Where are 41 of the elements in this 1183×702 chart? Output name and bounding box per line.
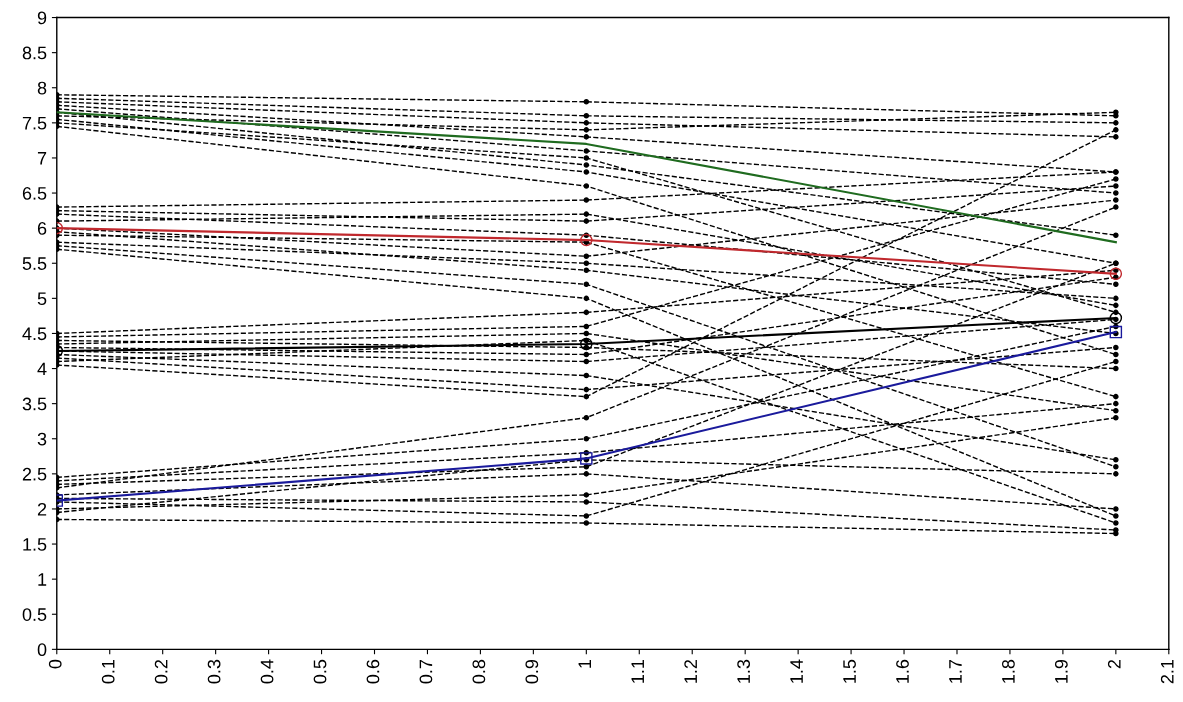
x-tick-label: 1.9	[1054, 659, 1068, 683]
y-tick-label: 8.5	[22, 46, 47, 60]
x-tick-label: 0.3	[207, 659, 221, 684]
y-tick-label: 5.5	[22, 257, 47, 270]
y-tick-label: 3	[37, 432, 47, 446]
x-tick-label: 1.4	[790, 659, 803, 683]
x-tick-label: 0.8	[472, 659, 486, 684]
x-tick-label: 1.1	[631, 659, 644, 683]
y-tick-label: 3.5	[22, 397, 47, 411]
y-tick-label: 6.5	[22, 186, 47, 200]
y-tick-label: 2	[37, 502, 47, 516]
x-tick-label: 0.9	[525, 659, 539, 684]
y-tick-label: 5	[37, 292, 47, 306]
y-tick-label: 4	[37, 362, 47, 376]
y-tick-label: 8	[37, 81, 47, 95]
x-tick-label: 2.1	[1160, 659, 1174, 684]
y-tick-label: 1.5	[23, 538, 47, 551]
x-tick-label: 1.7	[949, 659, 962, 683]
y-tick-label: 1	[38, 573, 47, 586]
x-tick-label: 1.3	[737, 659, 751, 683]
x-tick-label: 0.6	[366, 659, 380, 684]
x-tick-label: 0.2	[154, 659, 168, 684]
x-tick-label: 0	[48, 659, 62, 669]
y-tick-label: 0	[37, 643, 47, 657]
y-tick-label: 9	[37, 11, 47, 25]
y-tick-label: 7	[37, 152, 47, 165]
x-tick-label: 0.7	[419, 659, 433, 684]
y-tick-label: 7.5	[22, 116, 47, 130]
x-tick-label: 0.1	[101, 659, 115, 684]
x-tick-label: 0.5	[313, 659, 327, 684]
x-tick-label: 1	[578, 659, 591, 668]
x-tick-label: 1.2	[684, 659, 697, 683]
x-tick-label: 1.8	[1002, 659, 1015, 683]
x-tick-label: 1.5	[843, 659, 856, 683]
y-tick-label: 6	[37, 222, 47, 235]
x-tick-label: 1.6	[896, 659, 909, 683]
x-tick-label: 2	[1107, 659, 1121, 669]
y-tick-label: 0.5	[22, 608, 47, 621]
y-tick-label: 2.5	[22, 467, 47, 481]
x-tick-label: 0.4	[260, 659, 274, 684]
y-tick-label: 4.5	[22, 327, 47, 341]
